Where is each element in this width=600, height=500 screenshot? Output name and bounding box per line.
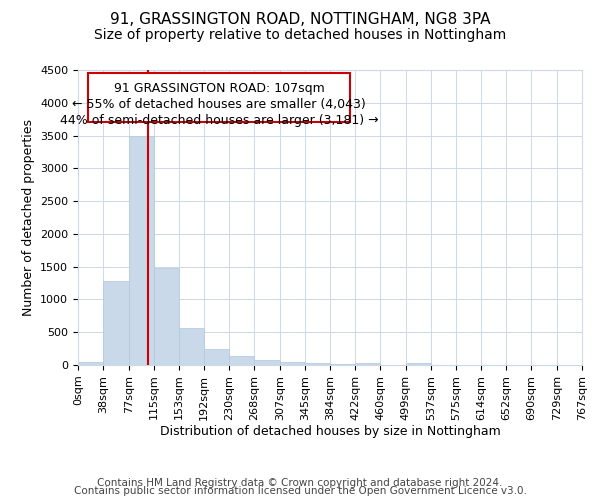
Text: ← 55% of detached houses are smaller (4,043): ← 55% of detached houses are smaller (4,… <box>72 98 366 111</box>
Text: 91, GRASSINGTON ROAD, NOTTINGHAM, NG8 3PA: 91, GRASSINGTON ROAD, NOTTINGHAM, NG8 3P… <box>110 12 490 28</box>
Bar <box>254 360 280 365</box>
Text: 91 GRASSINGTON ROAD: 107sqm: 91 GRASSINGTON ROAD: 107sqm <box>114 82 325 95</box>
Bar <box>280 362 305 365</box>
Bar <box>179 328 204 365</box>
Bar <box>406 363 431 365</box>
Bar <box>154 268 179 365</box>
Text: Size of property relative to detached houses in Nottingham: Size of property relative to detached ho… <box>94 28 506 42</box>
Bar <box>103 281 128 365</box>
Bar <box>331 364 355 365</box>
X-axis label: Distribution of detached houses by size in Nottingham: Distribution of detached houses by size … <box>160 426 500 438</box>
Bar <box>128 136 154 365</box>
Bar <box>305 363 331 365</box>
Bar <box>229 356 254 365</box>
FancyBboxPatch shape <box>88 73 350 122</box>
Bar <box>204 348 229 365</box>
Y-axis label: Number of detached properties: Number of detached properties <box>22 119 35 316</box>
Text: Contains HM Land Registry data © Crown copyright and database right 2024.: Contains HM Land Registry data © Crown c… <box>97 478 503 488</box>
Bar <box>355 364 380 365</box>
Bar <box>78 362 103 365</box>
Text: 44% of semi-detached houses are larger (3,181) →: 44% of semi-detached houses are larger (… <box>60 114 379 127</box>
Text: Contains public sector information licensed under the Open Government Licence v3: Contains public sector information licen… <box>74 486 526 496</box>
